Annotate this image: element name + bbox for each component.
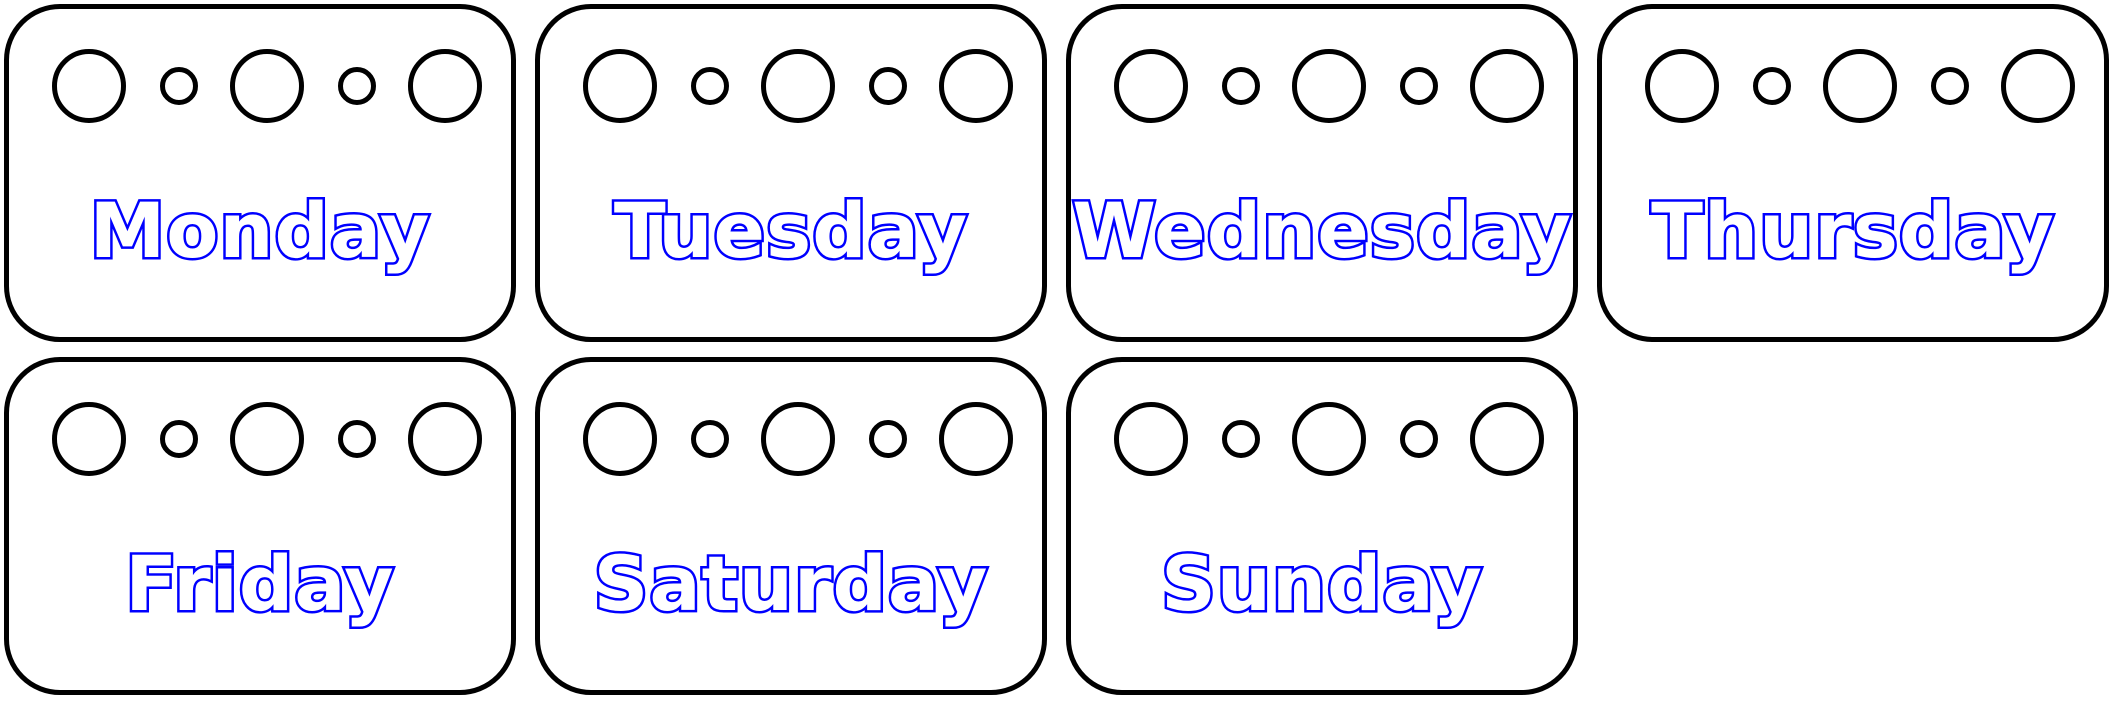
card-holes [540, 49, 1042, 123]
large-circle-icon [1470, 49, 1544, 123]
small-circle-icon [1222, 420, 1260, 458]
small-circle-icon [338, 420, 376, 458]
large-circle-icon [1292, 49, 1366, 123]
large-circle-icon [230, 49, 304, 123]
large-circle-icon [52, 402, 126, 476]
small-circle-icon [1931, 67, 1969, 105]
small-circle-icon [869, 67, 907, 105]
large-circle-icon [2001, 49, 2075, 123]
large-circle-icon [1823, 49, 1897, 123]
day-label: Sunday [1159, 539, 1485, 628]
small-circle-icon [1400, 67, 1438, 105]
small-circle-icon [1753, 67, 1791, 105]
day-label: Thursday [1649, 186, 2057, 275]
small-circle-icon [869, 420, 907, 458]
day-label: Friday [123, 539, 396, 628]
large-circle-icon [408, 49, 482, 123]
small-circle-icon [1222, 67, 1260, 105]
card-holes [9, 402, 511, 476]
large-circle-icon [1292, 402, 1366, 476]
large-circle-icon [1645, 49, 1719, 123]
large-circle-icon [1114, 49, 1188, 123]
small-circle-icon [1400, 420, 1438, 458]
day-card-thursday: Thursday [1597, 4, 2109, 342]
large-circle-icon [583, 49, 657, 123]
large-circle-icon [408, 402, 482, 476]
card-holes [1602, 49, 2104, 123]
small-circle-icon [338, 67, 376, 105]
large-circle-icon [761, 402, 835, 476]
small-circle-icon [160, 67, 198, 105]
small-circle-icon [160, 420, 198, 458]
large-circle-icon [52, 49, 126, 123]
day-label: Wednesday [1070, 186, 1574, 275]
card-holes [1071, 402, 1573, 476]
day-card-wednesday: Wednesday [1066, 4, 1578, 342]
small-circle-icon [691, 420, 729, 458]
day-label: Monday [87, 186, 432, 275]
large-circle-icon [230, 402, 304, 476]
large-circle-icon [761, 49, 835, 123]
card-holes [540, 402, 1042, 476]
large-circle-icon [1114, 402, 1188, 476]
large-circle-icon [939, 402, 1013, 476]
card-holes [1071, 49, 1573, 123]
day-card-sunday: Sunday [1066, 357, 1578, 695]
day-card-saturday: Saturday [535, 357, 1047, 695]
small-circle-icon [691, 67, 729, 105]
day-card-monday: Monday [4, 4, 516, 342]
day-label: Tuesday [611, 186, 969, 275]
card-holes [9, 49, 511, 123]
day-card-friday: Friday [4, 357, 516, 695]
large-circle-icon [939, 49, 1013, 123]
day-label: Saturday [591, 539, 990, 628]
large-circle-icon [583, 402, 657, 476]
day-card-tuesday: Tuesday [535, 4, 1047, 342]
large-circle-icon [1470, 402, 1544, 476]
